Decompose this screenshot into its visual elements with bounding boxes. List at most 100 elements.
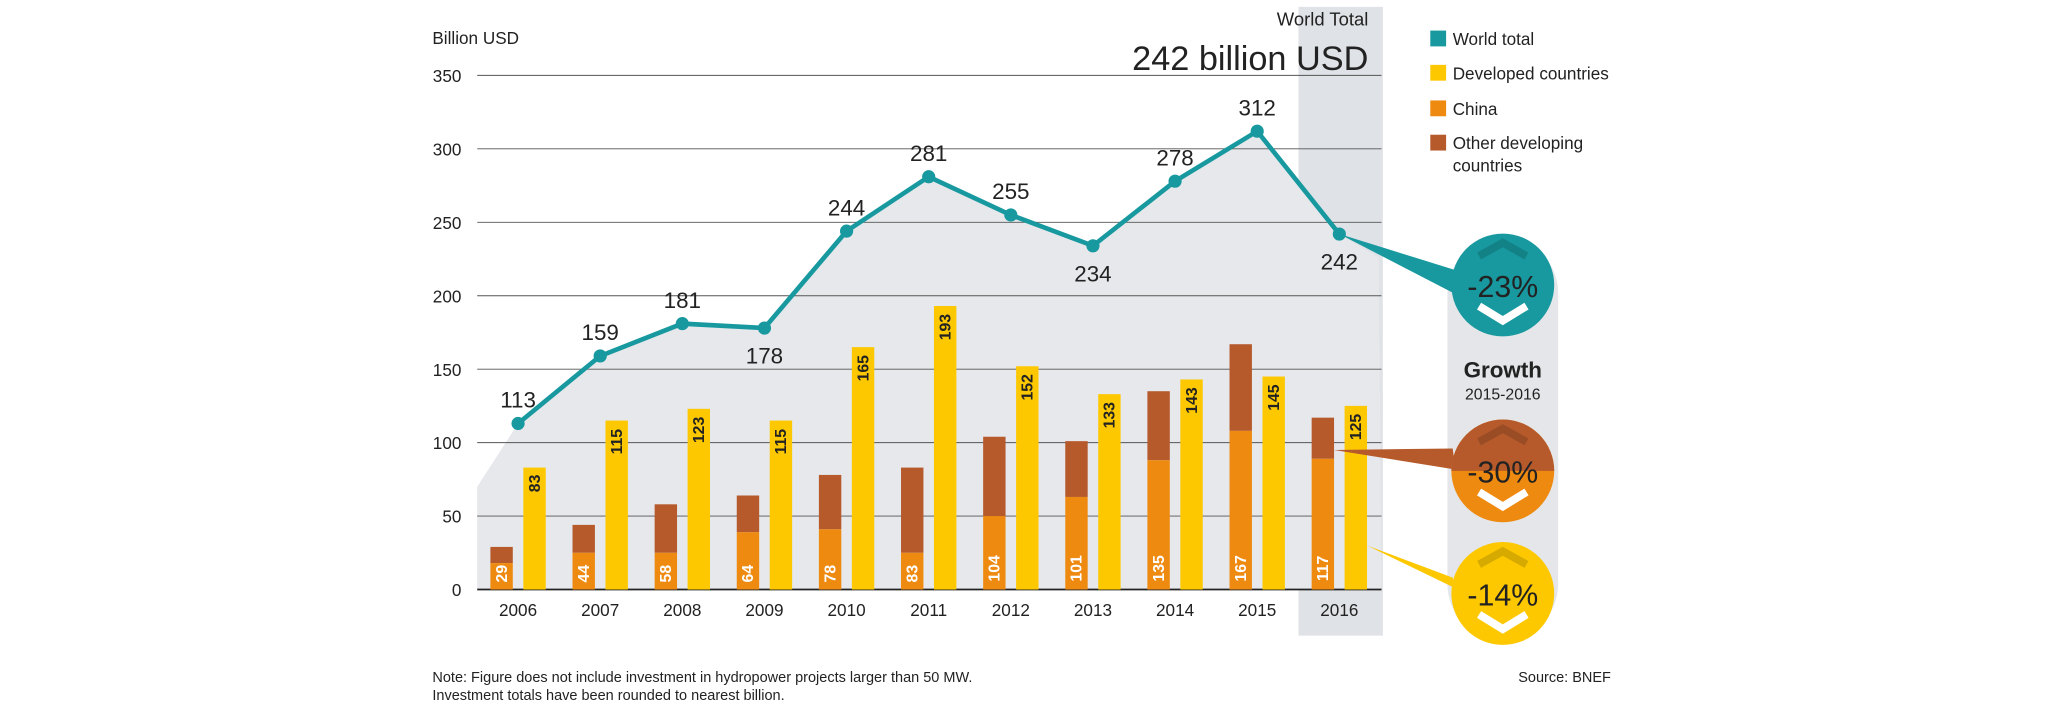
- x-tick-label: 2009: [745, 600, 783, 620]
- legend: World total Developed countries China Other…: [1430, 29, 1609, 176]
- bar-label-developing: 83: [904, 565, 921, 583]
- bar-label-developing: 64: [740, 565, 757, 583]
- y-tick-label: 250: [433, 213, 462, 233]
- x-tick-label: 2015: [1238, 600, 1276, 620]
- bar-developed: [1262, 376, 1285, 590]
- chevron-up-icon: [1477, 546, 1529, 568]
- legend-swatch: [1430, 30, 1447, 47]
- y-tick-label: 150: [433, 360, 462, 380]
- world-total-point: [1086, 239, 1100, 253]
- world-total-point: [839, 224, 854, 238]
- bar-label-developed: 123: [691, 417, 708, 444]
- growth-circle-developed: [1451, 542, 1555, 645]
- x-tick-label: 2007: [581, 600, 619, 620]
- bar-label-developing: 44: [576, 565, 593, 583]
- world-total-line: 113 159 181 178 244 281 255 234 278 312 242: [500, 95, 1358, 431]
- y-tick-label: 100: [433, 433, 462, 453]
- world-total-point: [1004, 208, 1018, 222]
- bar-other-developing: [1147, 391, 1170, 461]
- y-tick-label: 200: [433, 286, 462, 306]
- bar-china: [901, 552, 924, 590]
- bar-label-developed: 83: [527, 474, 544, 492]
- bar-developed: [523, 467, 546, 590]
- bar-other-developing: [818, 474, 842, 530]
- note-line-2: Investment totals have been rounded to n…: [432, 688, 784, 704]
- world-total-point: [675, 317, 689, 331]
- bar-other-developing: [736, 495, 760, 533]
- chevron-up-icon: [1477, 238, 1529, 260]
- world-total-label: 244: [828, 195, 865, 220]
- bar-label-developing: 117: [1315, 555, 1332, 581]
- bar-developed: [1098, 394, 1121, 590]
- bar-developed: [1180, 379, 1203, 590]
- pointer-world: [1339, 234, 1464, 299]
- bar-other-developing: [572, 524, 595, 553]
- bar-other-developing: [1065, 441, 1088, 497]
- world-total-label: 159: [581, 320, 618, 345]
- growth-panel: -23% -30% -14% Growth 2015-2016: [1334, 233, 1559, 645]
- growth-title: Growth: [1464, 357, 1542, 382]
- growth-value: -14%: [1467, 579, 1538, 612]
- y-tick-label: 350: [433, 66, 462, 86]
- x-tick-label: 2013: [1074, 600, 1112, 620]
- growth-circle-developing-top: [1451, 419, 1555, 471]
- y-tick-label: 50: [442, 507, 461, 527]
- bar-china: [1311, 458, 1335, 590]
- world-total-label: 234: [1074, 261, 1111, 286]
- bar-china: [736, 532, 760, 590]
- legend-swatch: [1430, 100, 1447, 117]
- bar-developed: [687, 408, 711, 590]
- chart-title: World Total: [1277, 8, 1369, 29]
- legend-label: Other developing: [1453, 133, 1583, 153]
- x-tick-label: 2012: [992, 600, 1030, 620]
- bar-label-developed: 145: [1266, 384, 1283, 411]
- legend-swatch: [1430, 134, 1447, 151]
- bar-china: [1229, 430, 1252, 590]
- legend-swatch: [1430, 64, 1447, 81]
- bar-label-developed: 133: [1102, 402, 1119, 429]
- legend-label: Developed countries: [1453, 63, 1609, 83]
- bar-other-developing: [654, 504, 678, 553]
- world-total-label: 255: [992, 179, 1029, 204]
- bar-label-developing: 58: [658, 565, 675, 583]
- bar-developed: [933, 306, 957, 590]
- bar-label-developing: 104: [987, 555, 1004, 582]
- bar-label-developed: 125: [1348, 414, 1365, 441]
- bar-label-developed: 115: [773, 429, 790, 455]
- world-total-point: [593, 349, 607, 363]
- bar-label-developed: 165: [855, 355, 872, 382]
- world-total-point: [757, 321, 772, 335]
- x-tick-label: 2016: [1320, 600, 1358, 620]
- world-total-label: 278: [1156, 145, 1193, 170]
- x-tick-label: 2008: [663, 600, 701, 620]
- world-total-label: 242: [1321, 250, 1358, 275]
- bar-label-developing: 101: [1069, 555, 1086, 582]
- world-total-label: 181: [664, 288, 701, 313]
- bar-developed: [851, 347, 875, 590]
- bar-china: [983, 516, 1006, 590]
- bar-china: [572, 552, 595, 590]
- bar-other-developing: [1229, 344, 1252, 431]
- bar-china: [1147, 460, 1170, 590]
- world-total-label: 178: [746, 344, 783, 369]
- legend-label: China: [1453, 99, 1498, 119]
- x-tick-label: 2006: [499, 600, 537, 620]
- bar-other-developing: [490, 546, 513, 564]
- chevron-up-icon: [1477, 424, 1529, 446]
- bar-china: [818, 529, 842, 590]
- bar-other-developing: [1311, 417, 1335, 459]
- bar-label-developing: 167: [1233, 555, 1250, 582]
- chevron-down-icon: [1477, 302, 1529, 326]
- x-tick-label: 2014: [1156, 600, 1195, 620]
- legend-label: World total: [1453, 29, 1535, 49]
- growth-circle-world: [1451, 233, 1555, 337]
- x-tick-label: 2011: [910, 600, 947, 620]
- bar-label-developing: 135: [1151, 555, 1168, 582]
- bar-developed: [605, 420, 628, 590]
- chevron-down-icon: [1477, 488, 1529, 512]
- bar-developed: [769, 420, 793, 590]
- legend-label: countries: [1453, 156, 1523, 176]
- source-label: Source: BNEF: [1518, 670, 1611, 686]
- bar-other-developing: [901, 467, 924, 553]
